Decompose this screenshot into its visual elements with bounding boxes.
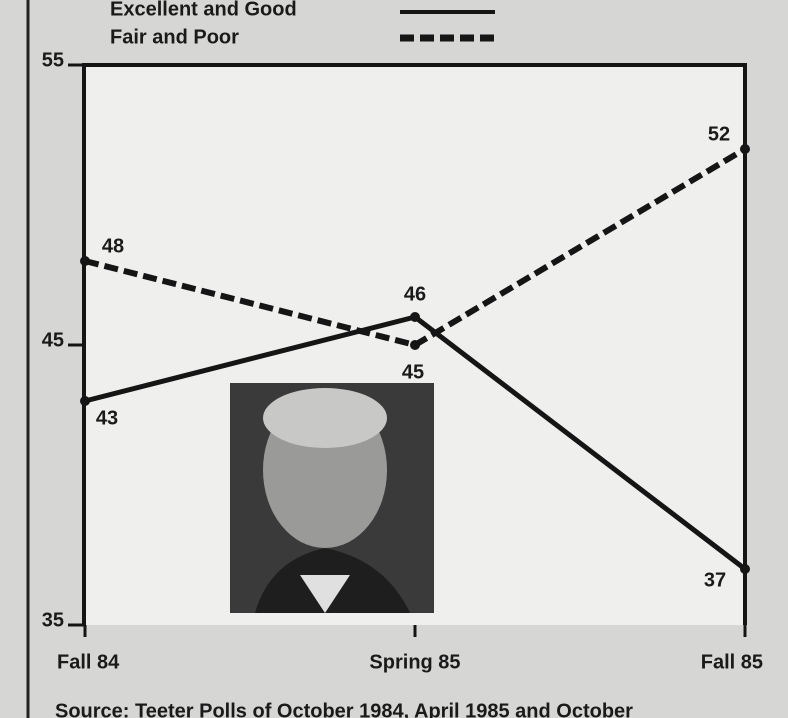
- data-point: [410, 312, 420, 322]
- photo-hair: [263, 388, 387, 448]
- data-label: 37: [704, 569, 726, 591]
- y-tick-label: 55: [42, 49, 64, 71]
- x-tick-label: Fall 85: [701, 651, 763, 673]
- data-point: [740, 564, 750, 574]
- data-label: 46: [404, 283, 426, 305]
- data-label: 43: [96, 407, 118, 429]
- data-label: 45: [402, 361, 424, 383]
- data-point: [80, 396, 90, 406]
- y-tick-label: 45: [42, 329, 64, 351]
- source-note: Source: Teeter Polls of October 1984, Ap…: [55, 700, 633, 718]
- data-label: 48: [102, 235, 124, 257]
- x-tick-label: Spring 85: [369, 651, 460, 673]
- photo: [230, 383, 434, 613]
- data-label: 52: [708, 123, 730, 145]
- data-point: [410, 340, 420, 350]
- data-point: [80, 256, 90, 266]
- y-tick-label: 35: [42, 609, 64, 631]
- legend-label: Excellent and Good: [110, 0, 297, 20]
- x-tick-label: Fall 84: [57, 651, 120, 673]
- data-point: [740, 144, 750, 154]
- legend-label: Fair and Poor: [110, 26, 239, 48]
- chart: Excellent and Good Fair and Poor Source:…: [0, 0, 788, 718]
